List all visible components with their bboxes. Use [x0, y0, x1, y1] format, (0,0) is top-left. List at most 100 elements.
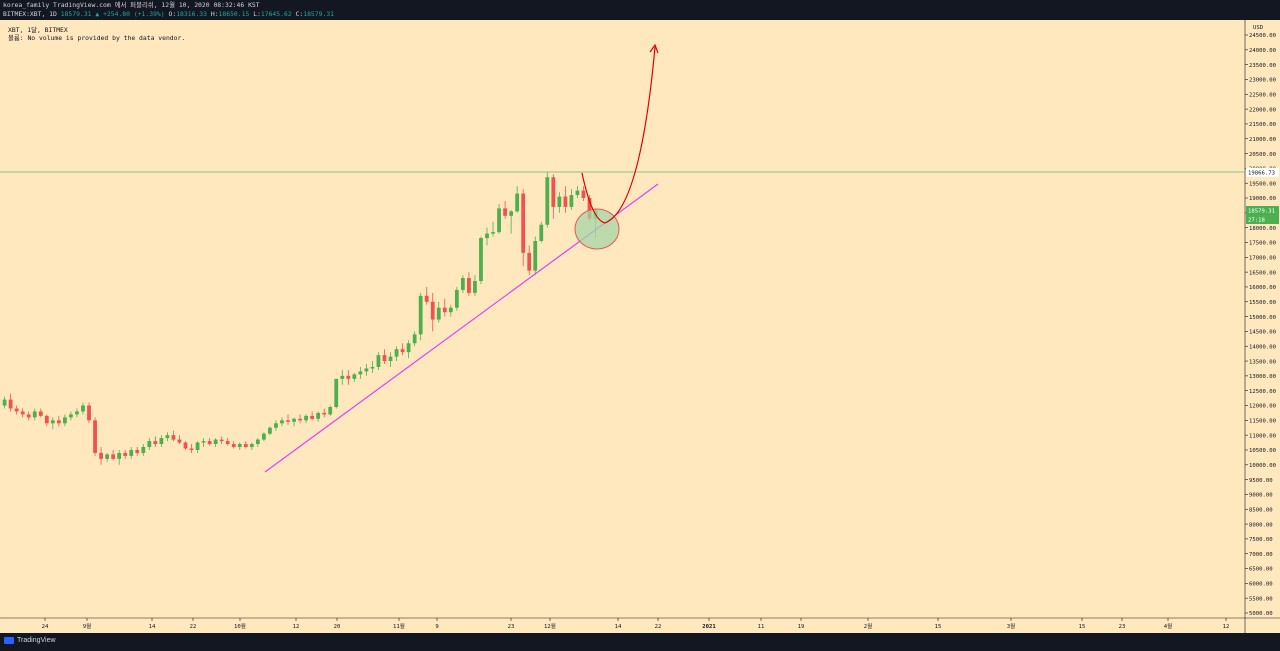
- candle[interactable]: [249, 442, 254, 450]
- candle[interactable]: [454, 286, 459, 311]
- candle[interactable]: [473, 275, 477, 296]
- candle[interactable]: [123, 449, 128, 459]
- candle[interactable]: [14, 405, 19, 415]
- candle[interactable]: [448, 304, 453, 317]
- projection-arrow[interactable]: [581, 46, 656, 224]
- candle[interactable]: [165, 432, 170, 442]
- candle[interactable]: [111, 449, 116, 461]
- candle[interactable]: [563, 186, 568, 213]
- candle[interactable]: [135, 447, 140, 456]
- candle[interactable]: [334, 378, 339, 409]
- candle[interactable]: [551, 174, 556, 219]
- candle[interactable]: [69, 411, 73, 421]
- candle[interactable]: [430, 292, 435, 332]
- candle[interactable]: [105, 452, 110, 462]
- candle[interactable]: [183, 441, 188, 450]
- candle[interactable]: [557, 192, 562, 213]
- candle[interactable]: [99, 447, 103, 465]
- candle[interactable]: [20, 408, 25, 418]
- candle[interactable]: [575, 186, 580, 199]
- candle[interactable]: [50, 417, 55, 430]
- candle[interactable]: [340, 369, 345, 385]
- candle[interactable]: [26, 411, 31, 421]
- candle[interactable]: [346, 369, 351, 385]
- candle[interactable]: [201, 438, 206, 448]
- candle[interactable]: [418, 292, 423, 341]
- candle[interactable]: [147, 438, 152, 450]
- tradingview-logo[interactable]: TradingView: [4, 637, 56, 644]
- candle[interactable]: [316, 411, 321, 422]
- candle[interactable]: [581, 186, 586, 201]
- candle[interactable]: [292, 417, 296, 427]
- candle[interactable]: [569, 189, 574, 210]
- support-circle-marker[interactable]: [574, 208, 620, 250]
- candle[interactable]: [436, 301, 441, 323]
- chart-area[interactable]: 5000.00 5500.00 6000.00 6500.00 7000.00 7500.…: [0, 20, 1280, 633]
- candle[interactable]: [243, 441, 248, 449]
- candle[interactable]: [280, 417, 284, 427]
- candle[interactable]: [527, 245, 532, 276]
- candle[interactable]: [159, 435, 164, 448]
- candle[interactable]: [358, 366, 363, 379]
- candle[interactable]: [219, 436, 224, 445]
- candle[interactable]: [75, 408, 79, 418]
- candle[interactable]: [328, 405, 333, 416]
- candle[interactable]: [412, 331, 417, 347]
- candle[interactable]: [310, 411, 315, 421]
- candle[interactable]: [533, 236, 538, 276]
- candlestick-chart[interactable]: 5000.00 5500.00 6000.00 6500.00 7000.00 7500.…: [0, 20, 1280, 633]
- candle[interactable]: [485, 227, 489, 246]
- candle[interactable]: [304, 414, 308, 424]
- candle[interactable]: [268, 426, 272, 436]
- candle[interactable]: [177, 435, 182, 445]
- candle[interactable]: [382, 349, 387, 365]
- candle[interactable]: [400, 343, 405, 356]
- candle[interactable]: [388, 352, 393, 367]
- candle[interactable]: [467, 272, 471, 296]
- candle[interactable]: [141, 444, 146, 456]
- candle[interactable]: [2, 396, 7, 409]
- candle[interactable]: [376, 352, 381, 370]
- price-axis-panel[interactable]: [1245, 20, 1280, 633]
- candle[interactable]: [509, 209, 514, 234]
- candle[interactable]: [117, 449, 122, 465]
- candle[interactable]: [442, 298, 447, 317]
- candle[interactable]: [497, 203, 501, 234]
- candle[interactable]: [460, 275, 465, 293]
- candle[interactable]: [479, 236, 483, 284]
- candle[interactable]: [364, 364, 369, 376]
- candle[interactable]: [424, 286, 429, 305]
- candle[interactable]: [189, 444, 194, 453]
- candle[interactable]: [515, 186, 520, 213]
- candle[interactable]: [406, 340, 411, 359]
- candle[interactable]: [521, 189, 526, 267]
- candle[interactable]: [44, 414, 49, 427]
- candle[interactable]: [129, 447, 134, 459]
- candle[interactable]: [503, 200, 507, 219]
- candle[interactable]: [545, 171, 550, 228]
- candle[interactable]: [394, 346, 399, 362]
- candle[interactable]: [153, 436, 158, 448]
- candle[interactable]: [63, 414, 67, 427]
- candle[interactable]: [171, 430, 176, 442]
- candle[interactable]: [213, 438, 218, 448]
- candle[interactable]: [286, 414, 290, 425]
- candle[interactable]: [38, 408, 43, 418]
- candle[interactable]: [352, 372, 357, 382]
- candle[interactable]: [298, 414, 302, 424]
- candle[interactable]: [225, 438, 230, 446]
- candle[interactable]: [87, 402, 91, 424]
- candle[interactable]: [231, 441, 236, 449]
- candle[interactable]: [539, 221, 544, 243]
- candle[interactable]: [8, 393, 13, 412]
- candle[interactable]: [255, 438, 260, 448]
- candle[interactable]: [491, 221, 495, 237]
- candle[interactable]: [370, 361, 375, 373]
- candle[interactable]: [195, 441, 200, 453]
- candle[interactable]: [56, 415, 61, 427]
- candle[interactable]: [274, 420, 278, 431]
- candle[interactable]: [81, 402, 85, 415]
- candle[interactable]: [261, 432, 266, 442]
- candle[interactable]: [322, 408, 327, 418]
- candle[interactable]: [93, 417, 97, 456]
